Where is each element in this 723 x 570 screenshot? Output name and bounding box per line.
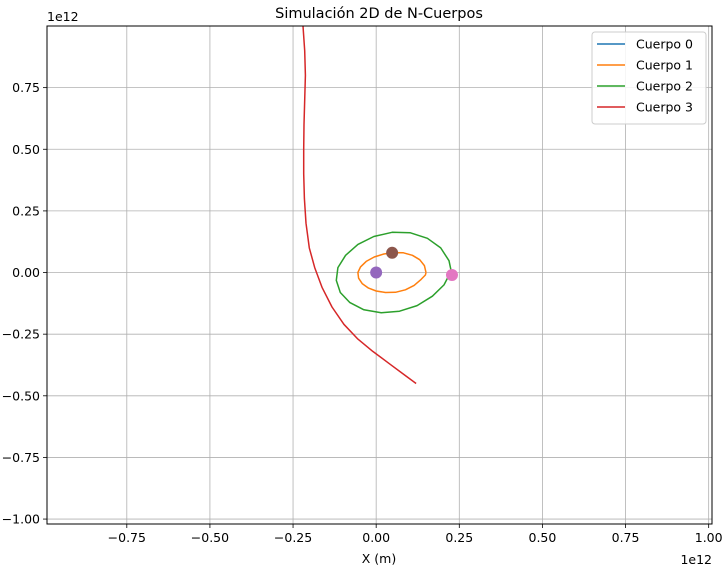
- x-axis: −0.75 −0.50 −0.25 0.00 0.25 0.50 0.75 1.00: [108, 524, 723, 545]
- legend: Cuerpo 0 Cuerpo 1 Cuerpo 2 Cuerpo 3: [591, 31, 707, 125]
- y-tick-label: 0.50: [12, 142, 40, 157]
- y-tick-label: −0.25: [2, 327, 40, 342]
- y-tick-label: 0.25: [12, 203, 40, 218]
- legend-label: Cuerpo 2: [636, 79, 693, 94]
- body-marker-2: [445, 269, 458, 281]
- series-line-2: [335, 231, 453, 314]
- y-tick-label: 0.00: [12, 265, 40, 280]
- body-marker-1: [386, 246, 399, 259]
- x-tick-label: 0.50: [529, 530, 557, 545]
- x-axis-label: X (m): [362, 551, 396, 566]
- markers-group: [370, 246, 458, 281]
- body-marker-0: [370, 266, 383, 279]
- y-tick-label: 0.75: [12, 80, 40, 95]
- series-group: [302, 25, 453, 385]
- legend-label: Cuerpo 0: [636, 37, 693, 52]
- chart-title: Simulación 2D de N-Cuerpos: [275, 6, 483, 22]
- x-tick-label: −0.50: [191, 530, 229, 545]
- x-tick-label: 0.00: [362, 530, 390, 545]
- x-tick-label: −0.25: [274, 530, 312, 545]
- series-line-3: [302, 25, 417, 385]
- legend-label: Cuerpo 3: [636, 100, 693, 115]
- x-tick-label: 0.25: [445, 530, 473, 545]
- x-offset-text: 1e12: [680, 552, 712, 566]
- legend-label: Cuerpo 1: [636, 58, 693, 73]
- y-axis: −1.00 −0.75 −0.50 −0.25 0.00 0.25 0.50 0.75: [2, 80, 47, 527]
- grid: [47, 26, 712, 524]
- y-tick-label: −0.50: [2, 388, 40, 403]
- y-tick-label: −0.75: [2, 450, 40, 465]
- x-tick-label: 1.00: [695, 530, 723, 545]
- series-line-1: [357, 251, 427, 294]
- y-offset-text: 1e12: [47, 9, 79, 24]
- x-tick-label: 0.75: [612, 530, 640, 545]
- legend-frame: [591, 31, 707, 125]
- y-tick-label: −1.00: [2, 512, 40, 527]
- x-tick-label: −0.75: [108, 530, 146, 545]
- plot-area-frame: [46, 25, 713, 525]
